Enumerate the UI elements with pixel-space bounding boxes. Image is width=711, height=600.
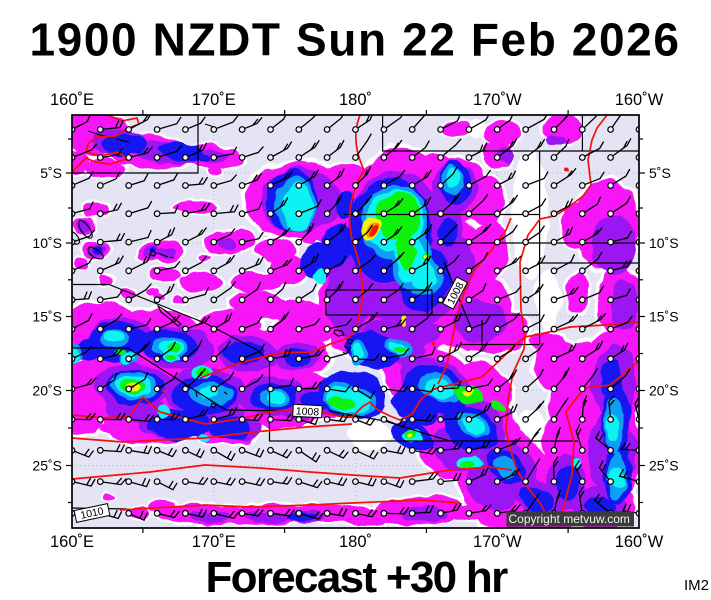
- svg-text:25˚S: 25˚S: [649, 458, 679, 474]
- svg-text:5˚S: 5˚S: [40, 165, 62, 181]
- svg-text:160˚E: 160˚E: [50, 533, 94, 551]
- svg-text:170˚W: 170˚W: [473, 533, 522, 551]
- svg-text:15˚S: 15˚S: [649, 309, 679, 325]
- svg-text:180˚: 180˚: [339, 533, 372, 551]
- svg-text:1900 NZDT Sun 22 Feb 2026: 1900 NZDT Sun 22 Feb 2026: [29, 14, 680, 66]
- svg-text:IM2: IM2: [684, 577, 709, 594]
- svg-text:10˚S: 10˚S: [649, 235, 679, 251]
- svg-text:5˚S: 5˚S: [649, 165, 671, 181]
- svg-text:1010: 1010: [79, 505, 104, 522]
- svg-text:180˚: 180˚: [339, 91, 372, 109]
- svg-text:1008: 1008: [295, 405, 319, 418]
- svg-text:170˚E: 170˚E: [192, 533, 236, 551]
- svg-text:15˚S: 15˚S: [32, 309, 62, 325]
- svg-text:170˚W: 170˚W: [473, 91, 522, 109]
- svg-text:160˚E: 160˚E: [50, 91, 94, 109]
- svg-text:Forecast +30 hr: Forecast +30 hr: [206, 553, 509, 600]
- svg-text:20˚S: 20˚S: [32, 383, 62, 399]
- svg-text:Copyright metvuw.com: Copyright metvuw.com: [509, 512, 630, 526]
- svg-text:160˚W: 160˚W: [615, 91, 664, 109]
- svg-text:10˚S: 10˚S: [32, 235, 62, 251]
- svg-text:170˚E: 170˚E: [192, 91, 236, 109]
- svg-text:20˚S: 20˚S: [649, 383, 679, 399]
- svg-text:160˚W: 160˚W: [615, 533, 664, 551]
- svg-text:25˚S: 25˚S: [32, 458, 62, 474]
